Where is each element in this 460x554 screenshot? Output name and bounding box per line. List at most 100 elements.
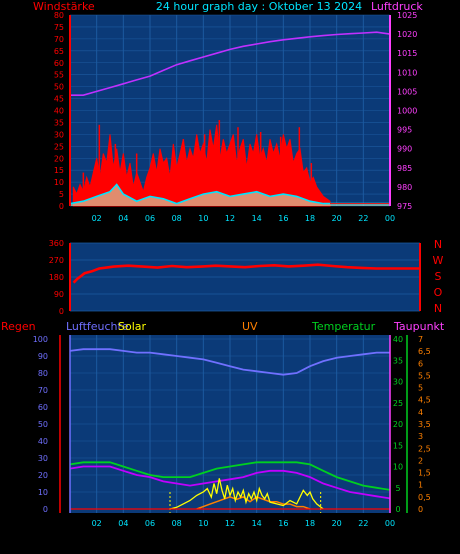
humidity-tick-label: 20 <box>38 471 48 480</box>
hour-tick-label: 16 <box>278 214 288 223</box>
direction-grid <box>70 242 420 312</box>
wind-tick-label: 65 <box>54 47 64 56</box>
temperature-tick-label: 20 <box>393 420 403 429</box>
wind-tick-label: 0 <box>59 202 64 211</box>
uv-tick-label: 3,5 <box>418 420 431 429</box>
direction-tick-label: 270 <box>49 256 64 265</box>
hour-tick-label: 06 <box>145 214 155 223</box>
pressure-tick-label: 1015 <box>397 49 417 58</box>
uv-tick-label: 3 <box>418 432 423 441</box>
uv-tick-label: 4,5 <box>418 396 431 405</box>
hour-tick-label: 22 <box>358 214 368 223</box>
direction-tick-label: 90 <box>54 290 64 299</box>
compass-label: N <box>434 302 442 315</box>
pressure-tick-label: 1025 <box>397 11 417 20</box>
wind-tick-label: 55 <box>54 71 64 80</box>
pressure-tick-label: 980 <box>397 183 412 192</box>
humidity-line <box>69 348 390 376</box>
humidity-tick-label: 0 <box>43 505 48 514</box>
wind-axis-title: Windstärke <box>33 0 95 13</box>
uv-tick-label: 6 <box>418 359 423 368</box>
hour-tick-label: 08 <box>172 214 182 223</box>
uv-tick-label: 1 <box>418 481 423 490</box>
temperature-tick-label: 25 <box>393 399 403 408</box>
pressure-tick-label: 1020 <box>397 30 417 39</box>
pressure-tick-label: 975 <box>397 202 412 211</box>
wind-tick-label: 45 <box>54 95 64 104</box>
uv-tick-label: 5 <box>418 384 423 393</box>
hour-tick-label: 08 <box>172 519 182 528</box>
pressure-tick-label: 995 <box>397 126 412 135</box>
wind-tick-label: 50 <box>54 83 64 92</box>
uv-tick-label: 2 <box>418 456 423 465</box>
pressure-line <box>70 31 391 96</box>
humidity-axis-title: Luftfeuchte <box>66 320 129 333</box>
temperature-tick-label: 30 <box>393 378 403 387</box>
hour-tick-label: 10 <box>198 519 208 528</box>
wind-tick-label: 30 <box>54 130 64 139</box>
direction-tick-label: 180 <box>49 273 64 282</box>
compass-label: W <box>433 254 444 267</box>
solar-line <box>169 478 324 510</box>
temperature-tick-label: 15 <box>393 441 403 450</box>
uv-tick-label: 7 <box>418 335 423 344</box>
rain-axis-title: Regen <box>1 320 36 333</box>
uv-tick-label: 4 <box>418 408 423 417</box>
wind-axes: 0510152025303540455055606570758097598098… <box>54 11 418 223</box>
hour-tick-label: 00 <box>385 214 395 223</box>
wind-series <box>69 31 391 207</box>
temperature-tick-label: 40 <box>393 335 403 344</box>
direction-tick-label: 0 <box>59 307 64 316</box>
hour-tick-label: 20 <box>332 519 342 528</box>
direction-tick-label: 360 <box>49 239 64 248</box>
uv-label: UV <box>242 320 258 333</box>
direction-line <box>72 263 420 284</box>
humidity-tick-label: 70 <box>38 386 48 395</box>
dewpoint-line <box>69 465 391 500</box>
hour-tick-label: 18 <box>305 214 315 223</box>
uv-tick-label: 0,5 <box>418 493 431 502</box>
wind-tick-label: 70 <box>54 35 64 44</box>
compass-label: S <box>435 270 442 283</box>
wind-tick-label: 5 <box>59 190 64 199</box>
hour-tick-label: 22 <box>358 519 368 528</box>
hour-tick-label: 12 <box>225 214 235 223</box>
hour-tick-label: 00 <box>385 519 395 528</box>
direction-series <box>72 263 420 284</box>
temperature-tick-label: 35 <box>393 356 403 365</box>
humidity-tick-label: 30 <box>38 454 48 463</box>
compass-label: O <box>434 286 443 299</box>
wind-tick-label: 25 <box>54 142 64 151</box>
humidity-tick-label: 80 <box>38 369 48 378</box>
pressure-tick-label: 985 <box>397 164 412 173</box>
wind-area <box>72 124 331 207</box>
hour-tick-label: 06 <box>145 519 155 528</box>
wind-average-line <box>69 183 390 205</box>
uv-tick-label: 0 <box>418 505 423 514</box>
humidity-tick-label: 60 <box>38 403 48 412</box>
wind-tick-label: 35 <box>54 118 64 127</box>
hour-tick-label: 14 <box>252 214 262 223</box>
uv-line <box>196 496 311 510</box>
humidity-tick-label: 90 <box>38 352 48 361</box>
hour-tick-label: 12 <box>225 519 235 528</box>
wind-low-area <box>70 184 390 206</box>
solar-label: Solar <box>118 320 147 333</box>
hour-tick-label: 04 <box>118 214 128 223</box>
uv-tick-label: 1,5 <box>418 469 431 478</box>
hour-tick-label: 16 <box>278 519 288 528</box>
hour-tick-label: 10 <box>198 214 208 223</box>
climate-series <box>69 348 391 513</box>
uv-tick-label: 6,5 <box>418 347 431 356</box>
temperature-tick-label: 5 <box>395 484 400 493</box>
temperature-line <box>69 461 391 491</box>
hour-tick-label: 02 <box>92 519 102 528</box>
humidity-tick-label: 40 <box>38 437 48 446</box>
hour-tick-label: 20 <box>332 214 342 223</box>
hour-tick-label: 14 <box>252 519 262 528</box>
pressure-axis-title: Luftdruck <box>371 0 423 13</box>
wind-tick-label: 75 <box>54 23 64 32</box>
wind-tick-label: 40 <box>54 107 64 116</box>
temperature-tick-label: 10 <box>393 463 403 472</box>
